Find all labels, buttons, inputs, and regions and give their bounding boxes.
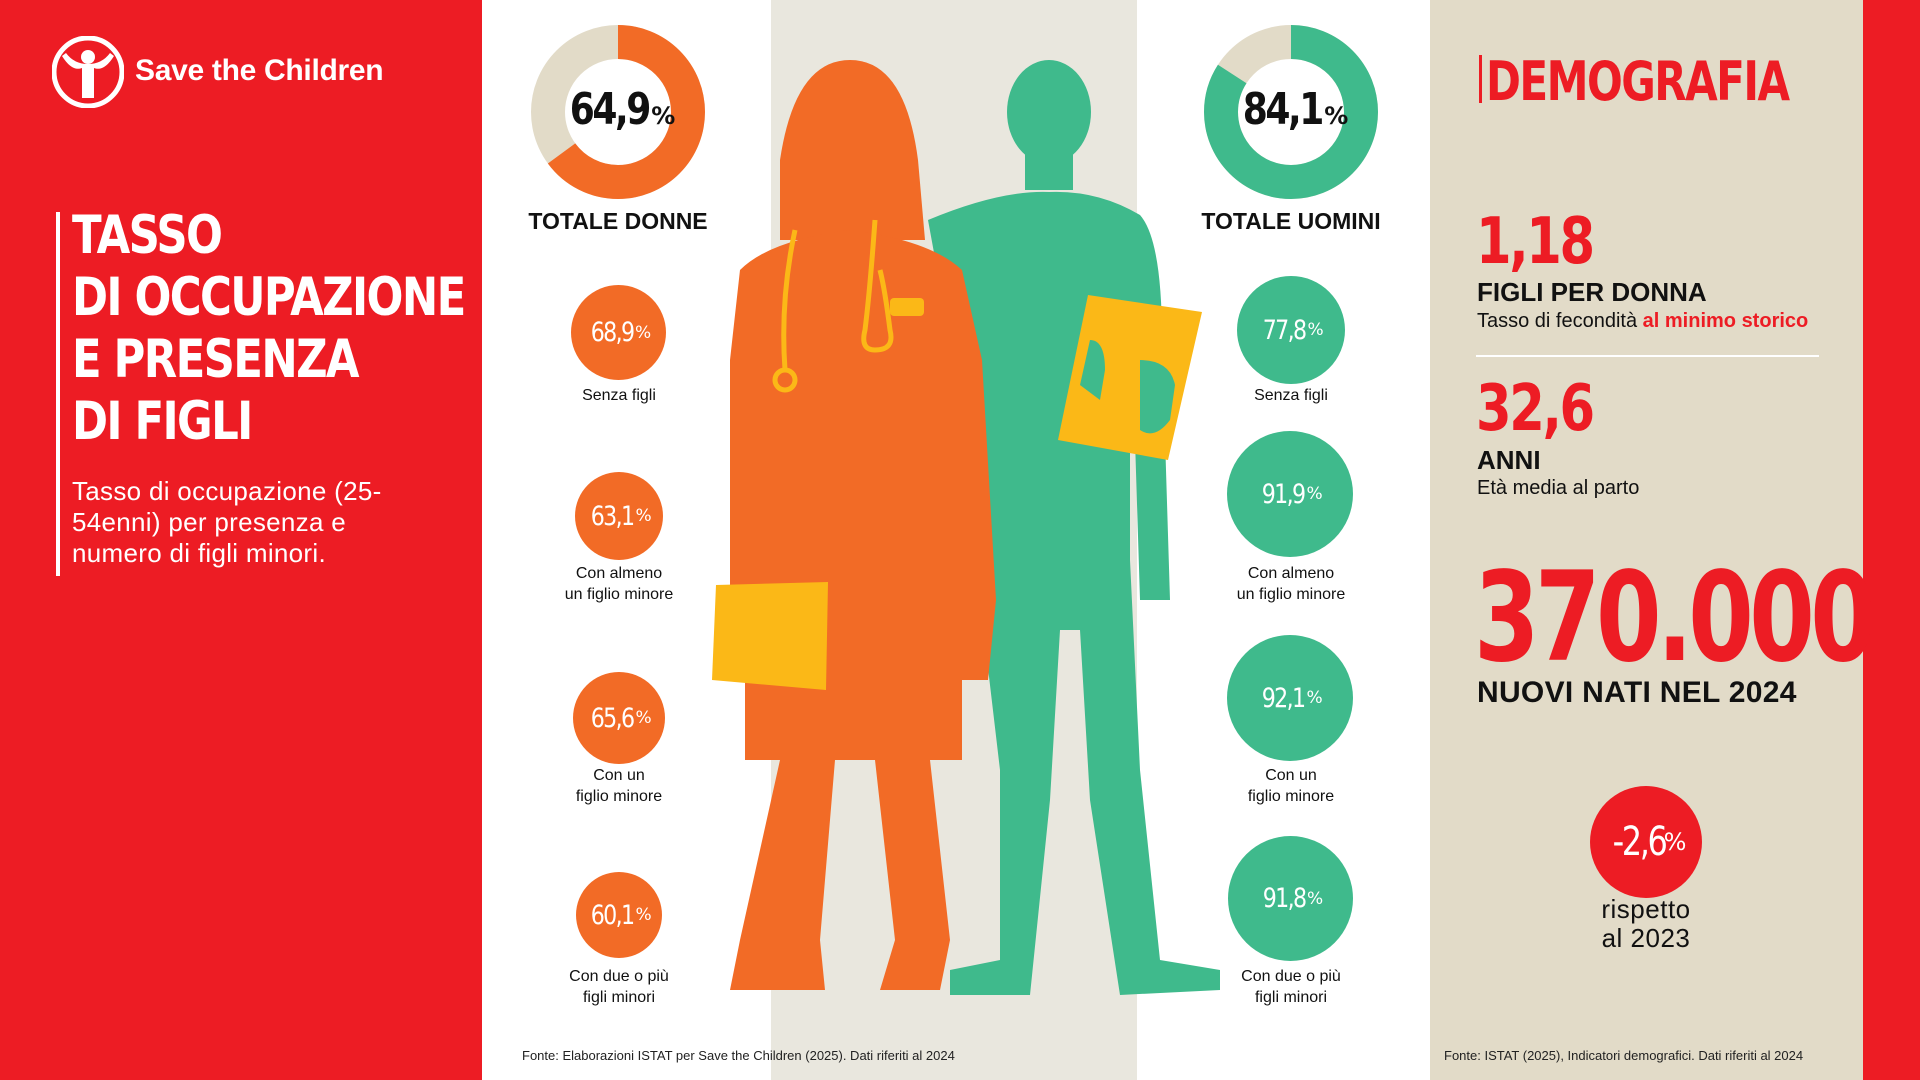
woman-silhouette-icon: [720, 60, 996, 990]
births-heading: NUOVI NATI NEL 2024: [1477, 676, 1797, 709]
demografia-accent-bar: [1479, 55, 1482, 103]
fertility-heading: FIGLI PER DONNA: [1477, 277, 1707, 307]
men-stat-circle: 92,1%: [1227, 635, 1353, 761]
women-stat-circle: 63,1%: [575, 472, 663, 560]
women-total-donut: [531, 25, 705, 199]
births-change-circle: -2,6%: [1590, 786, 1702, 898]
women-total-label: TOTALE DONNE: [528, 208, 708, 234]
women-total-value: 64,9%: [569, 84, 676, 135]
right-edge-strip: [1863, 0, 1920, 1080]
men-stat-label: Con due o più figli minori: [1241, 968, 1341, 1006]
women-stat-label: Con un figlio minore: [575, 767, 663, 805]
main-title-line: DI FIGLI: [72, 391, 253, 452]
men-stat-circle: 91,9%: [1227, 431, 1353, 557]
men-stat-label: Con un figlio minore: [1247, 767, 1335, 805]
women-stat-label: Con almeno un figlio minore: [564, 565, 674, 603]
man-hand-icon: [1080, 340, 1105, 400]
age-subtitle: Età media al parto: [1477, 477, 1640, 499]
main-title-line: E PRESENZA: [72, 329, 360, 390]
left-panel: [0, 0, 482, 1080]
women-stat-label: Senza figli: [582, 387, 656, 404]
subtitle: Tasso di occupazione (25-54enni) per pre…: [72, 476, 382, 568]
right-panel: [1430, 0, 1863, 1080]
men-stat-circle: 77,8%: [1237, 276, 1345, 384]
man-hand-icon: [1140, 360, 1175, 434]
men-total-donut: [1204, 25, 1378, 199]
women-stat-circle: 68,9%: [571, 285, 666, 380]
divider: [1476, 355, 1819, 357]
women-stat-circle: 65,6%: [573, 672, 665, 764]
births-value: 370.000: [1474, 546, 1876, 690]
men-total-label: TOTALE UOMINI: [1201, 208, 1381, 234]
brand-name: Save the Children: [135, 54, 384, 87]
source-note-center: Fonte: Elaborazioni ISTAT per Save the C…: [522, 1048, 955, 1063]
title-accent-bar: [56, 212, 60, 576]
stethoscope-icon: [772, 219, 894, 393]
women-stat-circle: 60,1%: [576, 872, 662, 958]
men-stat-label: Con almeno un figlio minore: [1236, 565, 1346, 603]
men-donut-arc: [1204, 25, 1378, 199]
fertility-value: 1,18: [1476, 205, 1595, 279]
age-heading: ANNI: [1477, 445, 1541, 475]
demografia-title: DEMOGRAFIA: [1486, 50, 1790, 113]
men-stat-label: Senza figli: [1254, 387, 1328, 404]
births-change-label: rispetto al 2023: [1601, 894, 1691, 953]
men-total-value: 84,1%: [1242, 84, 1349, 135]
save-the-children-logo-icon: [52, 36, 124, 108]
age-value: 32,6: [1476, 372, 1595, 446]
women-donut-arc: [531, 25, 705, 199]
name-badge-icon: [890, 298, 924, 316]
fertility-subtitle: Tasso di fecondità al minimo storico: [1477, 310, 1809, 332]
main-title-line: DI OCCUPAZIONE: [72, 267, 466, 328]
main-title: TASSO DI OCCUPAZIONE E PRESENZA DI FIGLI: [72, 205, 466, 453]
woman-folder-icon: [712, 582, 828, 690]
men-stat-circle: 91,8%: [1228, 836, 1353, 961]
doctors-silhouette-illustration: [712, 60, 1220, 995]
women-stat-label: Con due o più figli minori: [569, 968, 669, 1006]
main-title-line: TASSO: [72, 205, 223, 266]
source-note-right: Fonte: ISTAT (2025), Indicatori demograf…: [1444, 1048, 1804, 1063]
